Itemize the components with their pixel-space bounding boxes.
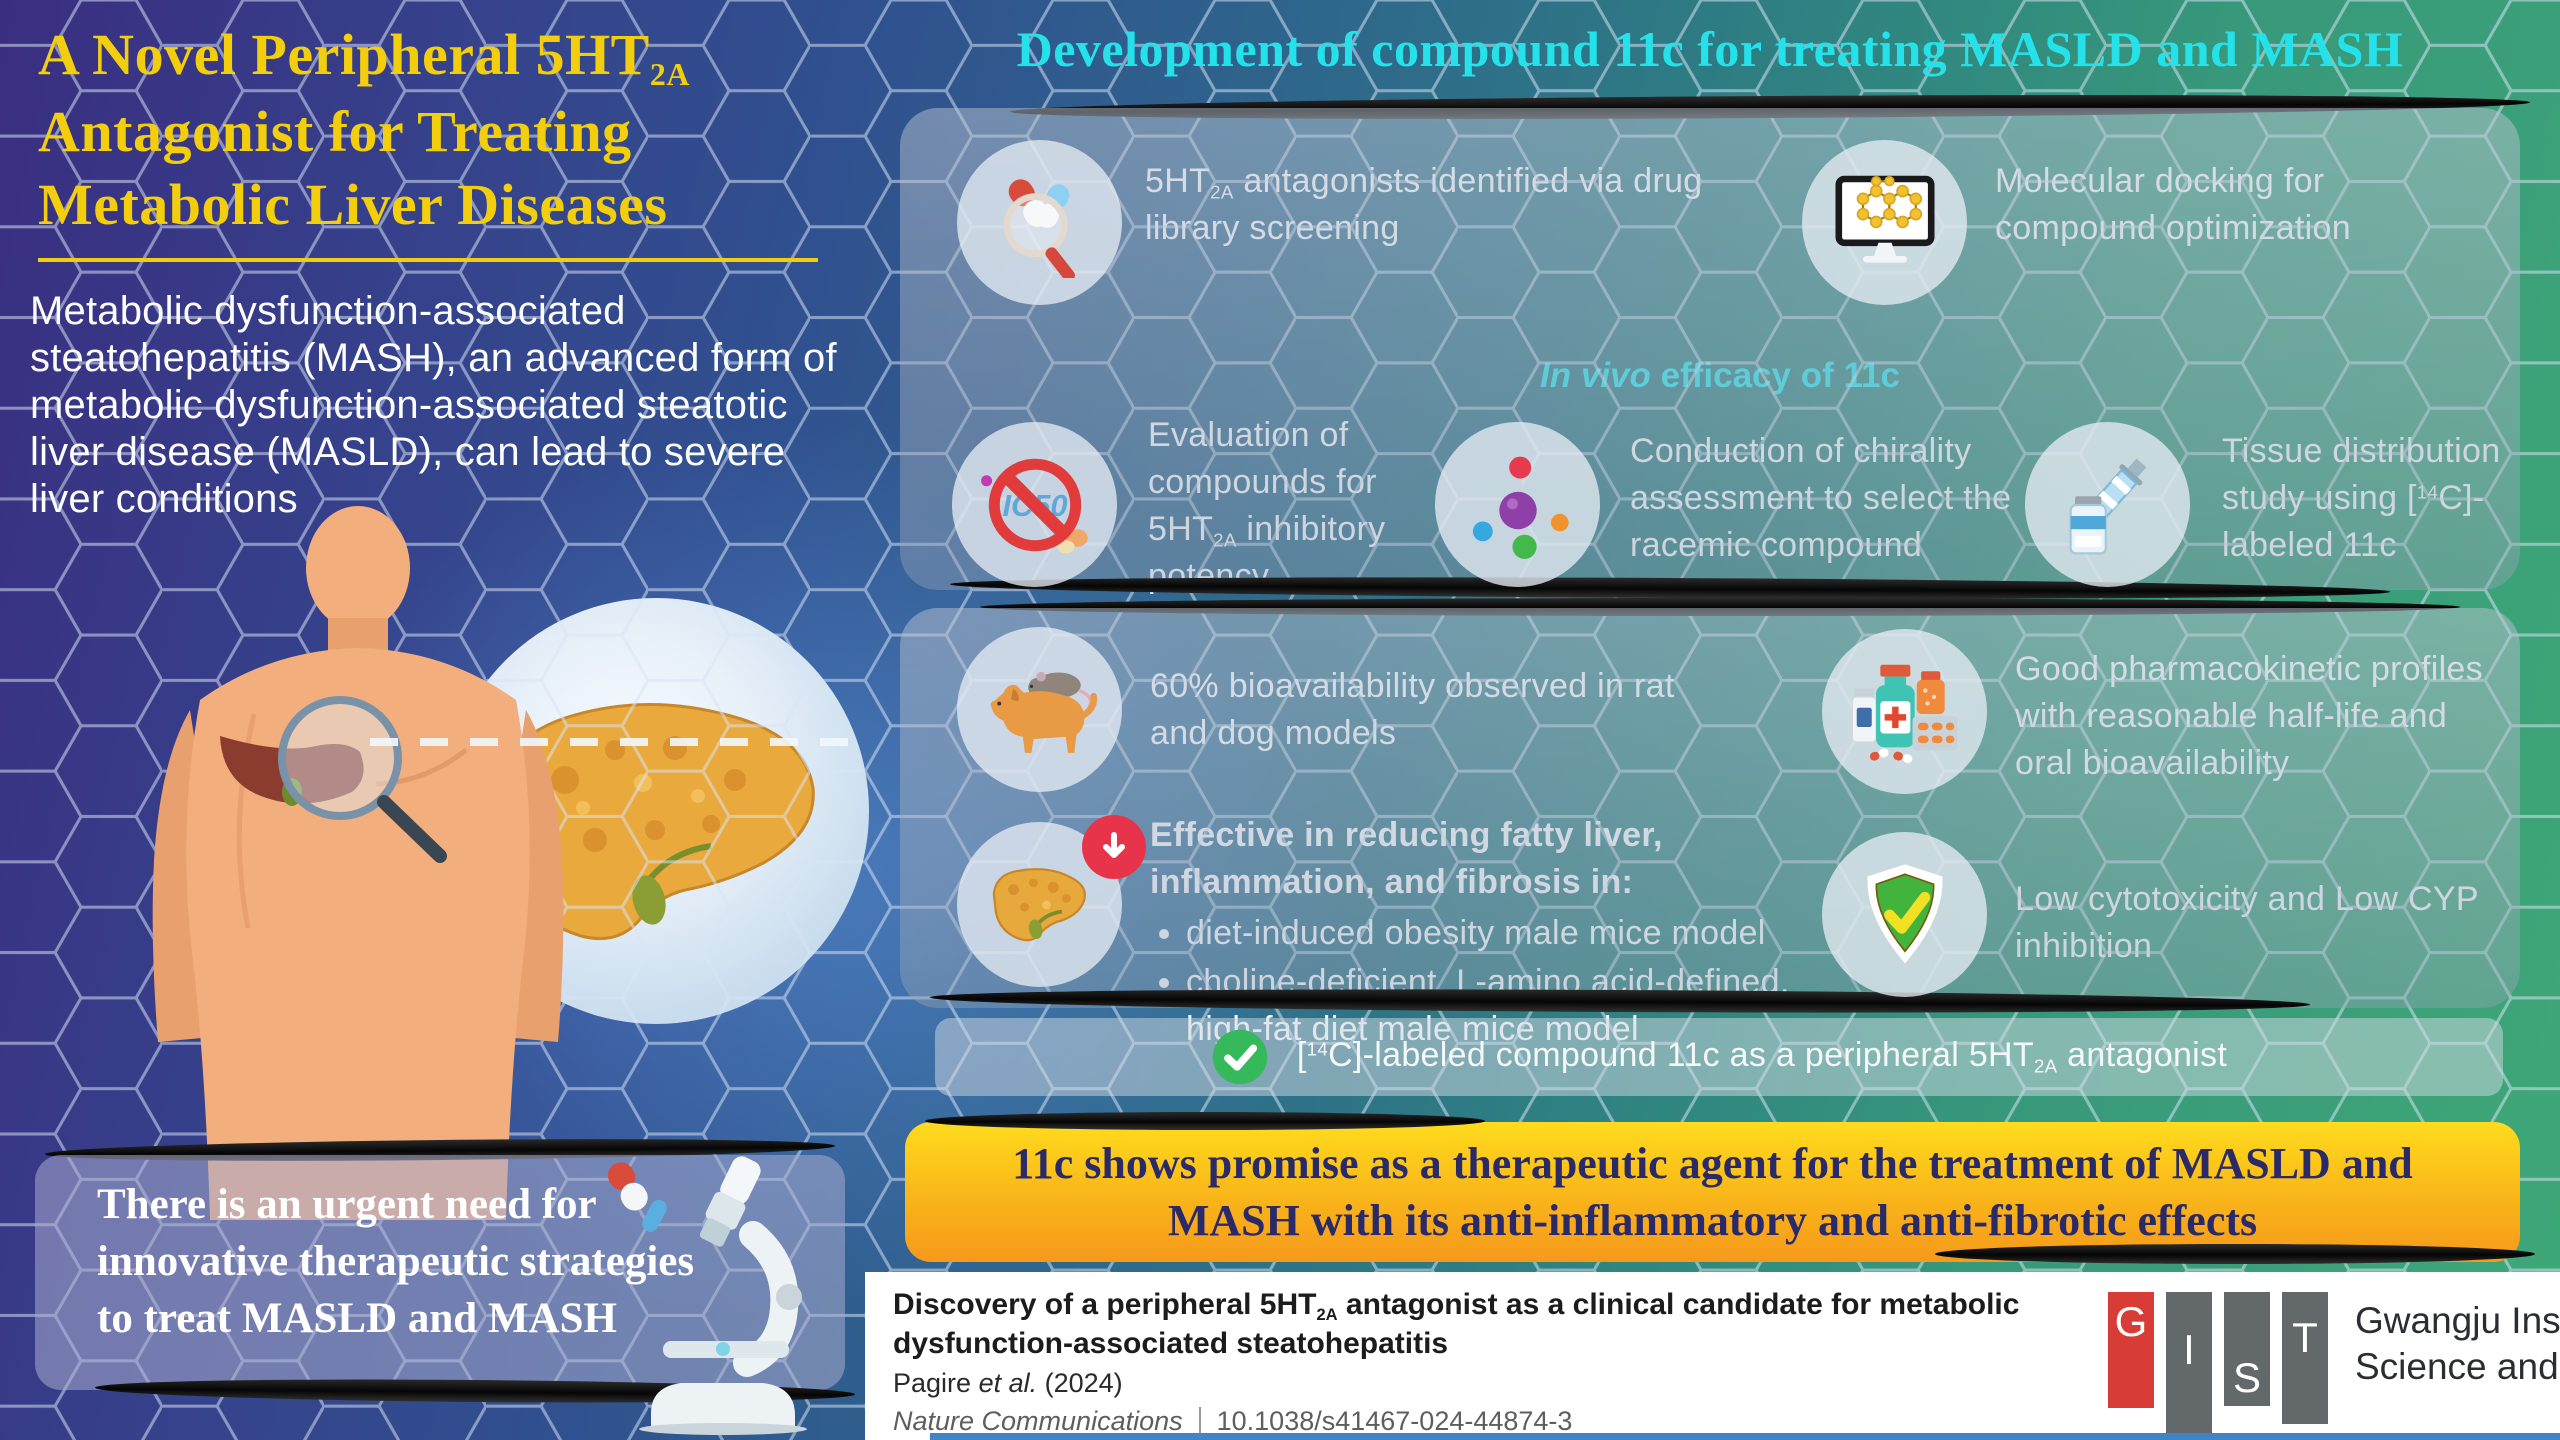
brush-swoosh xyxy=(1935,1244,2535,1264)
gist-logo: G I S T xyxy=(2108,1292,2328,1436)
step-chirality-circle xyxy=(1435,422,1600,587)
shield-check-icon xyxy=(1866,863,1943,963)
step-docking-circle xyxy=(1802,140,1967,305)
poster-title-pre: A Novel Peripheral 5HT xyxy=(38,22,650,87)
title-divider xyxy=(38,258,818,262)
footer-accent-strip xyxy=(930,1433,2560,1440)
check-circle-icon xyxy=(1212,1029,1268,1085)
paper-title-sub: 2A xyxy=(1316,1305,1338,1324)
gist-institute-name: Gwangju Institute of Science and Technol… xyxy=(2355,1300,2560,1388)
conclusion-sub: 2A xyxy=(2033,1055,2058,1077)
chirality-molecule-icon xyxy=(1472,456,1569,559)
gist-logo-bar-g: G xyxy=(2108,1292,2154,1408)
step-pk-circle xyxy=(1822,629,1987,794)
conclusion-sup: 14 xyxy=(1306,1038,1329,1060)
authors-year: (2024) xyxy=(1037,1368,1123,1398)
conclusion-pre: [ xyxy=(1296,1036,1307,1075)
gist-logo-bar-i: I xyxy=(2166,1292,2212,1436)
paper-title-pre: Discovery of a peripheral 5HT xyxy=(893,1288,1317,1321)
conclusion-text: [14C]-labeled compound 11c as a peripher… xyxy=(1297,1036,2227,1078)
gist-letter: T xyxy=(2292,1314,2318,1361)
right-section-header: Development of compound 11c for treating… xyxy=(1016,21,2404,77)
microscope-icon xyxy=(607,1156,807,1435)
paper-title: Discovery of a peripheral 5HT2A antagoni… xyxy=(893,1286,2043,1363)
step-bioavailability-circle xyxy=(957,627,1122,792)
medicine-bottles-icon xyxy=(1851,664,1958,763)
ic50-prohibition-icon: IC50 xyxy=(980,458,1088,553)
conclusion-mid: C]-labeled compound 11c as a peripheral … xyxy=(1328,1036,2034,1075)
profile-panel xyxy=(900,608,2520,1008)
step-potency-circle: IC50 xyxy=(952,422,1117,587)
poster-title: A Novel Peripheral 5HT2A Antagonist for … xyxy=(38,18,838,242)
pill-magnifier-icon xyxy=(1003,178,1075,278)
capsule-icon xyxy=(607,1162,648,1211)
gist-letter: G xyxy=(2114,1298,2148,1345)
step-tissue-circle xyxy=(2025,422,2190,587)
step-screening-circle xyxy=(957,140,1122,305)
discovery-panel xyxy=(900,108,2520,590)
conclusion-bar: [14C]-labeled compound 11c as a peripher… xyxy=(935,1018,2503,1096)
conclusion-post: antagonist xyxy=(2057,1036,2228,1075)
dashed-connector xyxy=(370,738,870,746)
reduction-arrow-badge xyxy=(1082,815,1146,879)
takeaway-text: 11c shows promise as a therapeutic agent… xyxy=(1012,1138,2413,1245)
down-arrow-icon xyxy=(1103,832,1125,858)
citation-footer: Discovery of a peripheral 5HT2A antagoni… xyxy=(865,1272,2560,1440)
gist-logo-bar-t: T xyxy=(2282,1292,2328,1424)
monitor-molecule-icon xyxy=(1835,175,1934,263)
authors-pre: Pagire xyxy=(893,1368,979,1398)
poster-title-sub: 2A xyxy=(649,57,690,93)
authors-etal: et al. xyxy=(978,1368,1038,1398)
paper-authors: Pagire et al. (2024) xyxy=(893,1368,1123,1399)
fatty-liver-icon xyxy=(992,867,1086,941)
step-safety-circle xyxy=(1822,832,1987,997)
takeaway-banner: 11c shows promise as a therapeutic agent… xyxy=(905,1122,2520,1262)
human-body-illustration xyxy=(152,506,564,1220)
brush-swoosh xyxy=(925,1112,1485,1130)
poster-title-post: Antagonist for Treating Metabolic Liver … xyxy=(38,99,668,238)
intro-paragraph: Metabolic dysfunction-associated steatoh… xyxy=(30,289,837,521)
gist-letter: I xyxy=(2183,1326,2195,1373)
syringe-vial-icon xyxy=(2069,458,2146,554)
gist-letter: S xyxy=(2232,1354,2261,1401)
dog-rat-icon xyxy=(990,671,1097,753)
journal-divider xyxy=(1198,1406,1201,1437)
gist-logo-bar-s: S xyxy=(2224,1292,2270,1406)
